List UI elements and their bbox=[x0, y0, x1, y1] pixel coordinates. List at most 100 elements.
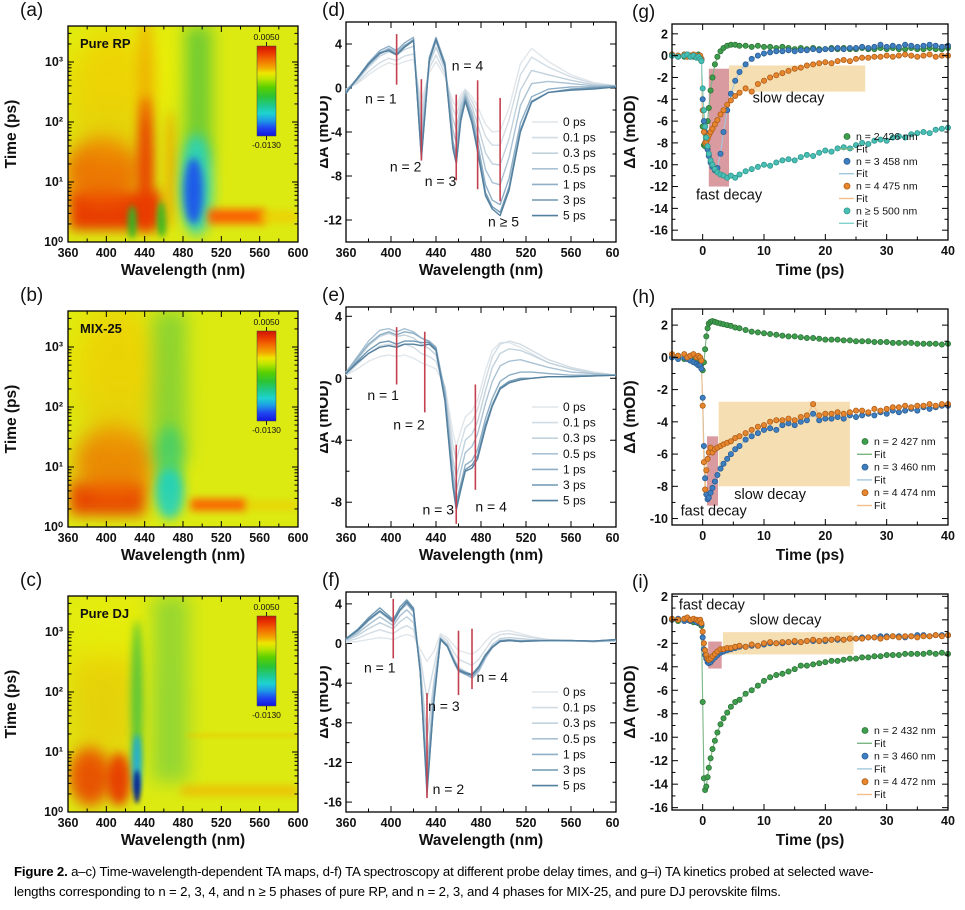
y-tick-label: -2 bbox=[657, 383, 668, 397]
y-tick-label: -8 bbox=[331, 496, 342, 510]
legend-label: 0 ps bbox=[563, 400, 586, 414]
x-axis-label: Wavelength (nm) bbox=[121, 832, 245, 849]
x-tick-label: 560 bbox=[249, 816, 270, 830]
y-axis-label: ΔA (mOD) bbox=[622, 95, 639, 168]
y-tick-label: -16 bbox=[650, 224, 668, 238]
axes: 360 400 440 480 520 560 600 4 0 -4 -8 -12 -16 Wavelen… bbox=[320, 591, 620, 849]
y-tick-label: -6 bbox=[657, 684, 668, 698]
x-tick-label: 560 bbox=[561, 246, 582, 260]
y-tick-label: 4 bbox=[335, 310, 342, 324]
legend: 0 ps 0.1 ps0.3 ps 0.5 ps1 ps 3 ps 5 ps bbox=[532, 400, 596, 508]
x-tick-label: 40 bbox=[941, 814, 955, 828]
y-tick-label: 10³ bbox=[45, 55, 63, 69]
curve-0ps bbox=[345, 629, 616, 663]
x-axis-label: Wavelength (nm) bbox=[121, 547, 245, 564]
x-tick-label: 600 bbox=[606, 246, 620, 260]
x-axis-label: Wavelength (nm) bbox=[419, 547, 543, 564]
colorbar-min-label: -0.0130 bbox=[252, 140, 281, 150]
legend-fit-label: Fit bbox=[856, 193, 868, 205]
legend-label: 0.1 ps bbox=[563, 131, 596, 145]
x-tick-label: 400 bbox=[381, 531, 402, 545]
legend-label: 5 ps bbox=[563, 779, 586, 793]
x-tick-label: 440 bbox=[426, 531, 447, 545]
legend-label: 0.3 ps bbox=[563, 431, 596, 445]
x-axis-label: Time (ps) bbox=[776, 262, 845, 279]
x-tick-label: 0 bbox=[699, 529, 706, 543]
x-tick-label: 360 bbox=[336, 816, 357, 830]
legend-label: 3 ps bbox=[563, 763, 586, 777]
panel-b-ta-map-mix-25: MIX-25 0.0050 -0.0130 360 400 440 480 520 560 600… bbox=[3, 285, 309, 564]
x-tick-label: 440 bbox=[134, 531, 155, 545]
x-tick-label: 400 bbox=[96, 816, 117, 830]
axes: 360 400 440 480 520 560 600 4 0 -4 -8 Wavelength (n… bbox=[320, 306, 620, 564]
legend-label: n = 2 426 nm bbox=[856, 131, 918, 143]
phase-annotation: n = 4 bbox=[475, 499, 507, 515]
x-tick-label: 480 bbox=[173, 816, 194, 830]
curve-5ps bbox=[345, 601, 617, 791]
curve-0.1ps bbox=[345, 625, 617, 700]
phase-annotation: n = 1 bbox=[365, 90, 397, 106]
x-tick-label: 10 bbox=[757, 244, 771, 258]
colorbar-min-label: -0.0130 bbox=[252, 710, 281, 720]
curve-0ps bbox=[345, 47, 617, 133]
decay-annotation: fast decay bbox=[681, 503, 748, 519]
x-tick-label: 10 bbox=[757, 814, 771, 828]
y-tick-label: 10² bbox=[45, 115, 63, 129]
x-tick-label: 600 bbox=[288, 531, 309, 545]
x-tick-label: 40 bbox=[941, 244, 955, 258]
y-tick-label: 0 bbox=[661, 49, 668, 63]
axes: 360 400 440 480 520 560 600 4 0 -4 -8 -12 Wavelength… bbox=[320, 21, 620, 279]
x-tick-label: 440 bbox=[134, 816, 155, 830]
phase-annotation: n = 4 bbox=[476, 669, 508, 685]
x-tick-label: 480 bbox=[471, 531, 492, 545]
x-axis-label: Time (ps) bbox=[776, 547, 845, 564]
spectra-curves bbox=[345, 328, 617, 511]
legend-fit-label: Fit bbox=[874, 763, 886, 775]
y-tick-label: -4 bbox=[657, 660, 668, 674]
decay-region-boxes bbox=[708, 65, 866, 187]
legend-fit-label: Fit bbox=[856, 218, 868, 230]
legend-label: n = 2 432 nm bbox=[874, 725, 936, 737]
y-tick-label: -4 bbox=[331, 126, 342, 140]
y-axis-label: Time (ps) bbox=[3, 385, 20, 454]
panel-letter: (a) bbox=[20, 0, 43, 21]
y-tick-label: -14 bbox=[650, 778, 668, 792]
y-tick-label: -12 bbox=[324, 214, 342, 228]
curve-0ps bbox=[345, 341, 617, 448]
x-tick-label: 600 bbox=[288, 816, 309, 830]
y-tick-label: 10³ bbox=[45, 625, 63, 639]
legend-label: 1 ps bbox=[563, 747, 586, 761]
x-tick-label: 520 bbox=[211, 816, 232, 830]
curve-0.3ps bbox=[345, 616, 617, 740]
legend-label: 0 ps bbox=[563, 115, 586, 129]
legend-fit-label: Fit bbox=[874, 789, 886, 801]
legend-label: n = 4 475 nm bbox=[856, 181, 918, 193]
legend-fit-label: Fit bbox=[874, 500, 886, 512]
x-tick-label: 600 bbox=[606, 531, 620, 545]
legend-label: 5 ps bbox=[563, 494, 586, 508]
phase-annotation: n ≥ 5 bbox=[488, 214, 519, 230]
x-tick-label: 360 bbox=[58, 816, 79, 830]
panel-letter: (f) bbox=[322, 570, 340, 591]
panel-d-ta-spectra-pure-rp: 360 400 440 480 520 560 600 4 0 -4 -8 -12 Wavelength… bbox=[320, 0, 620, 279]
y-tick-label: -10 bbox=[650, 158, 668, 172]
legend-label: n = 3 460 nm bbox=[874, 751, 936, 763]
y-tick-label: -4 bbox=[657, 415, 668, 429]
y-tick-label: 0 bbox=[335, 637, 342, 651]
panel-letter: (c) bbox=[20, 570, 42, 591]
panel-letter: (e) bbox=[322, 285, 345, 306]
legend-label: 0.1 ps bbox=[563, 701, 596, 715]
y-tick-label: -8 bbox=[331, 170, 342, 184]
x-axis-label: Wavelength (nm) bbox=[419, 262, 543, 279]
legend-label: n = 3 460 nm bbox=[874, 462, 936, 474]
x-tick-label: 30 bbox=[880, 814, 894, 828]
phase-annotation: n = 3 bbox=[428, 698, 460, 714]
x-tick-label: 20 bbox=[818, 244, 832, 258]
y-tick-label: -14 bbox=[650, 202, 668, 216]
y-axis-label: Time (ps) bbox=[3, 670, 20, 739]
panel-letter: (d) bbox=[322, 0, 345, 21]
legend-fit-label: Fit bbox=[856, 143, 868, 155]
y-tick-label: 2 bbox=[661, 319, 668, 333]
